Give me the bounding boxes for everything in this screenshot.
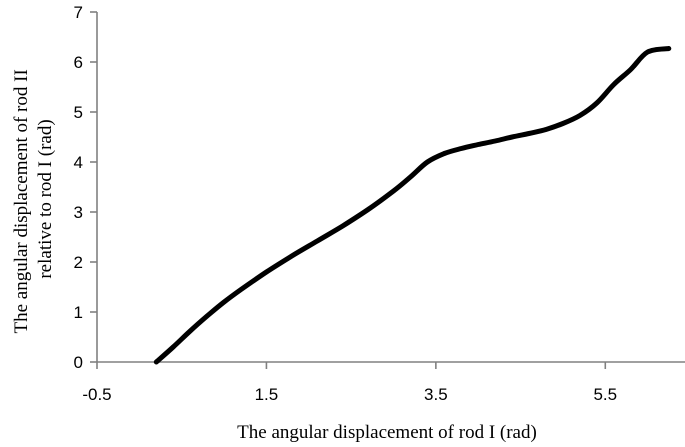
y-tick-group: 0 1 2 3 4 5 6 7	[74, 3, 97, 372]
y-axis-title: The angular displacement of rod II relat…	[11, 64, 56, 333]
x-tick-label: -0.5	[82, 385, 111, 404]
x-tick-label: 5.5	[593, 385, 617, 404]
y-axis-title-line-2: relative to rod I (rad)	[35, 119, 56, 278]
x-axis-title: The angular displacement of rod I (rad)	[237, 422, 537, 443]
y-tick-label: 3	[74, 203, 83, 222]
series-group	[153, 46, 672, 365]
axes	[96, 12, 685, 363]
y-tick-label: 2	[74, 253, 83, 272]
y-axis-title-line-1: The angular displacement of rod II	[11, 69, 32, 333]
y-tick-label: 5	[74, 103, 83, 122]
x-tick-label: 1.5	[255, 385, 279, 404]
x-tick-group: -0.5 1.5 3.5 5.5	[82, 362, 617, 404]
y-tick-label: 1	[74, 303, 83, 322]
y-tick-label: 0	[74, 353, 83, 372]
x-tick-label: 3.5	[424, 385, 448, 404]
y-tick-label: 7	[74, 3, 83, 22]
series-line	[153, 46, 672, 365]
y-tick-label: 6	[74, 53, 83, 72]
y-tick-label: 4	[74, 153, 83, 172]
